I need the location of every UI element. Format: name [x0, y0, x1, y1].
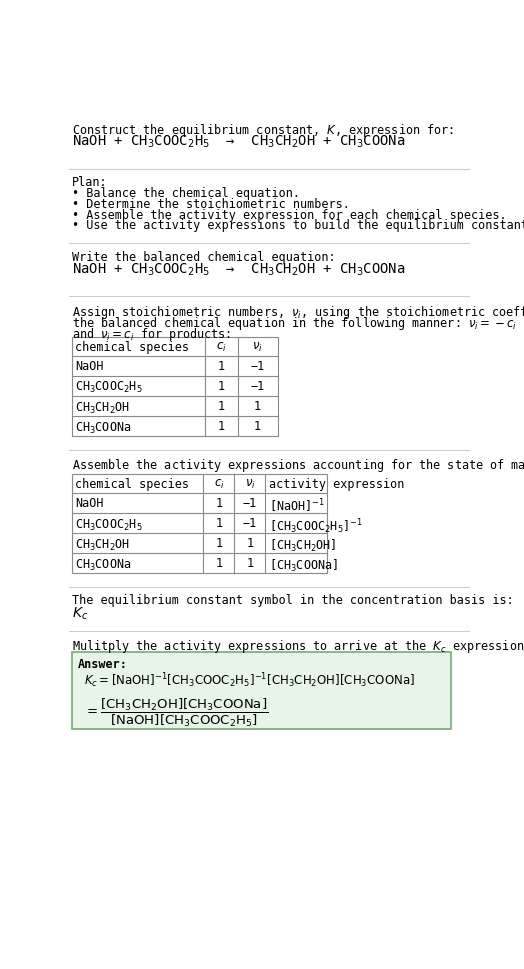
- Text: 1: 1: [246, 557, 254, 571]
- Bar: [72, 337, 278, 436]
- Text: Mulitply the activity expressions to arrive at the $K_c$ expression:: Mulitply the activity expressions to arr…: [72, 639, 524, 655]
- Text: −1: −1: [250, 381, 265, 393]
- Text: [CH$_3$COOC$_2$H$_5$]$^{-1}$: [CH$_3$COOC$_2$H$_5$]$^{-1}$: [268, 517, 363, 536]
- Text: $\nu_i$: $\nu_i$: [245, 478, 255, 491]
- Text: NaOH + CH$_3$COOC$_2$H$_5$  →  CH$_3$CH$_2$OH + CH$_3$COONa: NaOH + CH$_3$COOC$_2$H$_5$ → CH$_3$CH$_2…: [72, 133, 405, 149]
- Text: $c_i$: $c_i$: [216, 341, 227, 355]
- Text: 1: 1: [215, 538, 223, 550]
- Text: • Balance the chemical equation.: • Balance the chemical equation.: [72, 187, 300, 201]
- Text: $= \dfrac{[\mathrm{CH_3CH_2OH}][\mathrm{CH_3COONa}]}{[\mathrm{NaOH}][\mathrm{CH_: $= \dfrac{[\mathrm{CH_3CH_2OH}][\mathrm{…: [84, 697, 268, 730]
- Text: 1: 1: [217, 421, 225, 433]
- Text: [NaOH]$^{-1}$: [NaOH]$^{-1}$: [268, 497, 324, 515]
- Text: chemical species: chemical species: [75, 478, 189, 491]
- Text: CH$_3$COOC$_2$H$_5$: CH$_3$COOC$_2$H$_5$: [75, 381, 143, 395]
- Text: Assemble the activity expressions accounting for the state of matter and $\nu_i$: Assemble the activity expressions accoun…: [72, 457, 524, 475]
- Text: −1: −1: [243, 497, 257, 511]
- Text: NaOH: NaOH: [75, 360, 103, 373]
- Text: Answer:: Answer:: [78, 658, 128, 672]
- Text: $K_c$: $K_c$: [72, 606, 88, 622]
- Text: The equilibrium constant symbol in the concentration basis is:: The equilibrium constant symbol in the c…: [72, 594, 514, 608]
- Bar: [72, 652, 452, 730]
- Text: Plan:: Plan:: [72, 176, 107, 189]
- Text: • Use the activity expressions to build the equilibrium constant expression.: • Use the activity expressions to build …: [72, 219, 524, 233]
- Text: 1: 1: [217, 381, 225, 393]
- Text: 1: 1: [215, 497, 223, 511]
- Bar: [72, 475, 328, 573]
- Text: $K_c = [\mathrm{NaOH}]^{-1}[\mathrm{CH_3COOC_2H_5}]^{-1}[\mathrm{CH_3CH_2OH}][\m: $K_c = [\mathrm{NaOH}]^{-1}[\mathrm{CH_3…: [84, 672, 415, 690]
- Text: activity expression: activity expression: [268, 478, 404, 491]
- Text: Assign stoichiometric numbers, $\nu_i$, using the stoichiometric coefficients, $: Assign stoichiometric numbers, $\nu_i$, …: [72, 304, 524, 321]
- Text: 1: 1: [246, 538, 254, 550]
- Text: [CH$_3$COONa]: [CH$_3$COONa]: [268, 557, 337, 574]
- Text: • Determine the stoichiometric numbers.: • Determine the stoichiometric numbers.: [72, 198, 350, 211]
- Text: the balanced chemical equation in the following manner: $\nu_i = -c_i$ for react: the balanced chemical equation in the fo…: [72, 315, 524, 332]
- Text: [CH$_3$CH$_2$OH]: [CH$_3$CH$_2$OH]: [268, 538, 336, 553]
- Text: 1: 1: [217, 360, 225, 373]
- Text: 1: 1: [217, 400, 225, 414]
- Text: −1: −1: [250, 360, 265, 373]
- Text: 1: 1: [254, 400, 261, 414]
- Text: 1: 1: [215, 517, 223, 530]
- Text: $\nu_i$: $\nu_i$: [252, 341, 263, 355]
- Text: Write the balanced chemical equation:: Write the balanced chemical equation:: [72, 251, 335, 264]
- Text: 1: 1: [215, 557, 223, 571]
- Text: chemical species: chemical species: [75, 341, 189, 354]
- Text: CH$_3$CH$_2$OH: CH$_3$CH$_2$OH: [75, 538, 130, 552]
- Text: $c_i$: $c_i$: [214, 478, 224, 491]
- Text: 1: 1: [254, 421, 261, 433]
- Text: Construct the equilibrium constant, $K$, expression for:: Construct the equilibrium constant, $K$,…: [72, 122, 453, 140]
- Text: CH$_3$COONa: CH$_3$COONa: [75, 421, 131, 435]
- Text: CH$_3$CH$_2$OH: CH$_3$CH$_2$OH: [75, 400, 130, 416]
- Text: CH$_3$COONa: CH$_3$COONa: [75, 557, 131, 573]
- Text: −1: −1: [243, 517, 257, 530]
- Text: NaOH + CH$_3$COOC$_2$H$_5$  →  CH$_3$CH$_2$OH + CH$_3$COONa: NaOH + CH$_3$COOC$_2$H$_5$ → CH$_3$CH$_2…: [72, 262, 405, 278]
- Text: CH$_3$COOC$_2$H$_5$: CH$_3$COOC$_2$H$_5$: [75, 517, 143, 533]
- Text: and $\nu_i = c_i$ for products:: and $\nu_i = c_i$ for products:: [72, 326, 231, 343]
- Text: • Assemble the activity expression for each chemical species.: • Assemble the activity expression for e…: [72, 208, 506, 222]
- Text: NaOH: NaOH: [75, 497, 103, 511]
